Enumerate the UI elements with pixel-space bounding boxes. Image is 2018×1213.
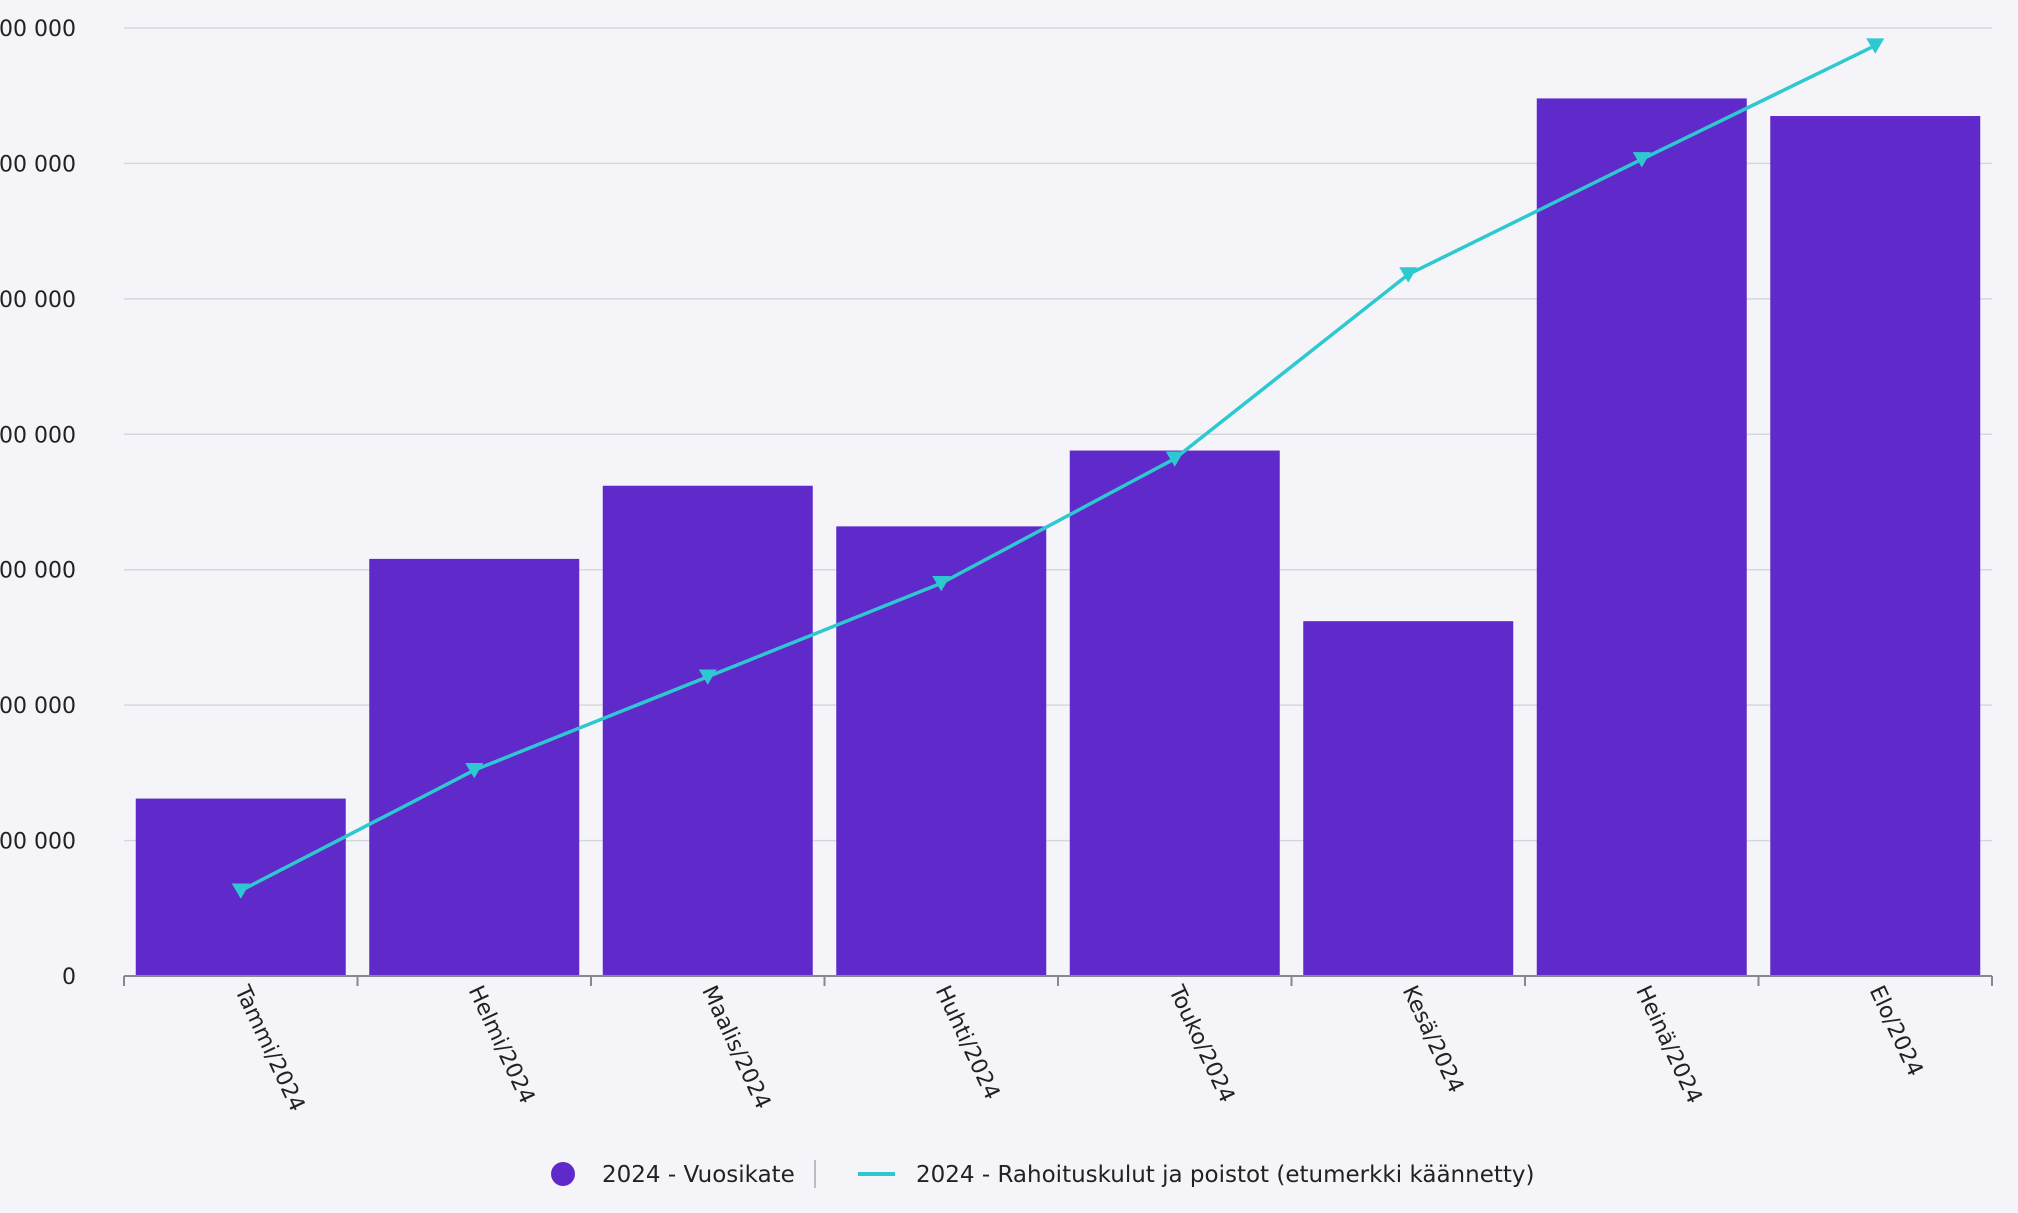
legend-marker-bar[interactable] <box>551 1162 575 1186</box>
y-tick-label: 100 000 <box>0 830 76 855</box>
x-axis-labels: Tammi/2024 Helmi/2024 Maalis/2024 Huhti/202… <box>229 981 1928 1115</box>
x-tick-label: Tammi/2024 <box>229 981 309 1115</box>
bar-4[interactable] <box>836 526 1047 976</box>
line-series-path <box>239 44 1877 893</box>
bar-5[interactable] <box>1069 450 1280 977</box>
x-tick-label: Kesä/2024 <box>1397 982 1468 1097</box>
y-tick-label: 400 000 <box>0 423 76 448</box>
x-axis <box>123 975 1993 986</box>
x-tick-label: Huhti/2024 <box>930 982 1004 1104</box>
line-point-7[interactable] <box>1632 152 1651 168</box>
line-point-2[interactable] <box>465 762 484 779</box>
y-tick-label: 0 <box>62 965 76 990</box>
line-point-6[interactable] <box>1399 267 1418 283</box>
bar-series <box>135 98 1981 977</box>
line-point-5[interactable] <box>1165 451 1184 467</box>
legend-label-bar[interactable]: 2024 - Vuosikate <box>602 1162 795 1188</box>
bar-8[interactable] <box>1770 116 1981 977</box>
y-tick-label: 500 000 <box>0 288 76 313</box>
x-tick-label: Heinä/2024 <box>1630 982 1706 1108</box>
x-tick-label: Maalis/2024 <box>696 982 775 1113</box>
line-series <box>231 38 1885 899</box>
legend[interactable]: 2024 - Vuosikate 2024 - Rahoituskulut ja … <box>551 1160 1534 1188</box>
y-tick-label: 600 000 <box>0 152 76 177</box>
y-axis-ticks: 0 100 000 200 000 300 000 400 000 500 000 600 … <box>0 17 76 990</box>
y-tick-label: 700 000 <box>0 17 76 42</box>
x-tick-label: Touko/2024 <box>1163 981 1239 1107</box>
bar-6[interactable] <box>1303 621 1514 976</box>
x-tick-label: Elo/2024 <box>1864 982 1928 1080</box>
line-point-1[interactable] <box>231 883 250 899</box>
line-point-4[interactable] <box>932 576 951 592</box>
line-point-3[interactable] <box>698 669 717 685</box>
legend-label-line[interactable]: 2024 - Rahoituskulut ja poistot (etumerk… <box>916 1162 1534 1188</box>
y-tick-label: 300 000 <box>0 559 76 584</box>
y-tick-label: 200 000 <box>0 694 76 719</box>
bar-3[interactable] <box>602 485 813 976</box>
bar-7[interactable] <box>1536 98 1747 977</box>
x-tick-label: Helmi/2024 <box>463 982 539 1108</box>
line-point-8[interactable] <box>1866 38 1885 54</box>
